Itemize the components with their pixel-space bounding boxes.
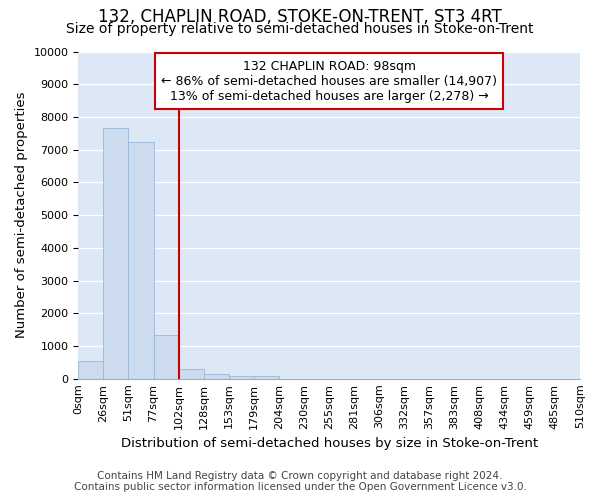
Text: Contains HM Land Registry data © Crown copyright and database right 2024.
Contai: Contains HM Land Registry data © Crown c…	[74, 471, 526, 492]
Bar	[179, 369, 204, 379]
Text: 132, CHAPLIN ROAD, STOKE-ON-TRENT, ST3 4RT: 132, CHAPLIN ROAD, STOKE-ON-TRENT, ST3 4…	[98, 8, 502, 26]
Text: 132 CHAPLIN ROAD: 98sqm
← 86% of semi-detached houses are smaller (14,907)
13% o: 132 CHAPLIN ROAD: 98sqm ← 86% of semi-de…	[161, 60, 497, 102]
X-axis label: Distribution of semi-detached houses by size in Stoke-on-Trent: Distribution of semi-detached houses by …	[121, 437, 538, 450]
Bar	[103, 128, 128, 379]
Bar	[229, 376, 254, 379]
Y-axis label: Number of semi-detached properties: Number of semi-detached properties	[15, 92, 28, 338]
Text: Size of property relative to semi-detached houses in Stoke-on-Trent: Size of property relative to semi-detach…	[66, 22, 534, 36]
Bar	[254, 376, 279, 379]
Bar	[128, 142, 154, 379]
Bar	[78, 361, 103, 379]
Bar	[154, 334, 179, 379]
Bar	[204, 374, 229, 379]
